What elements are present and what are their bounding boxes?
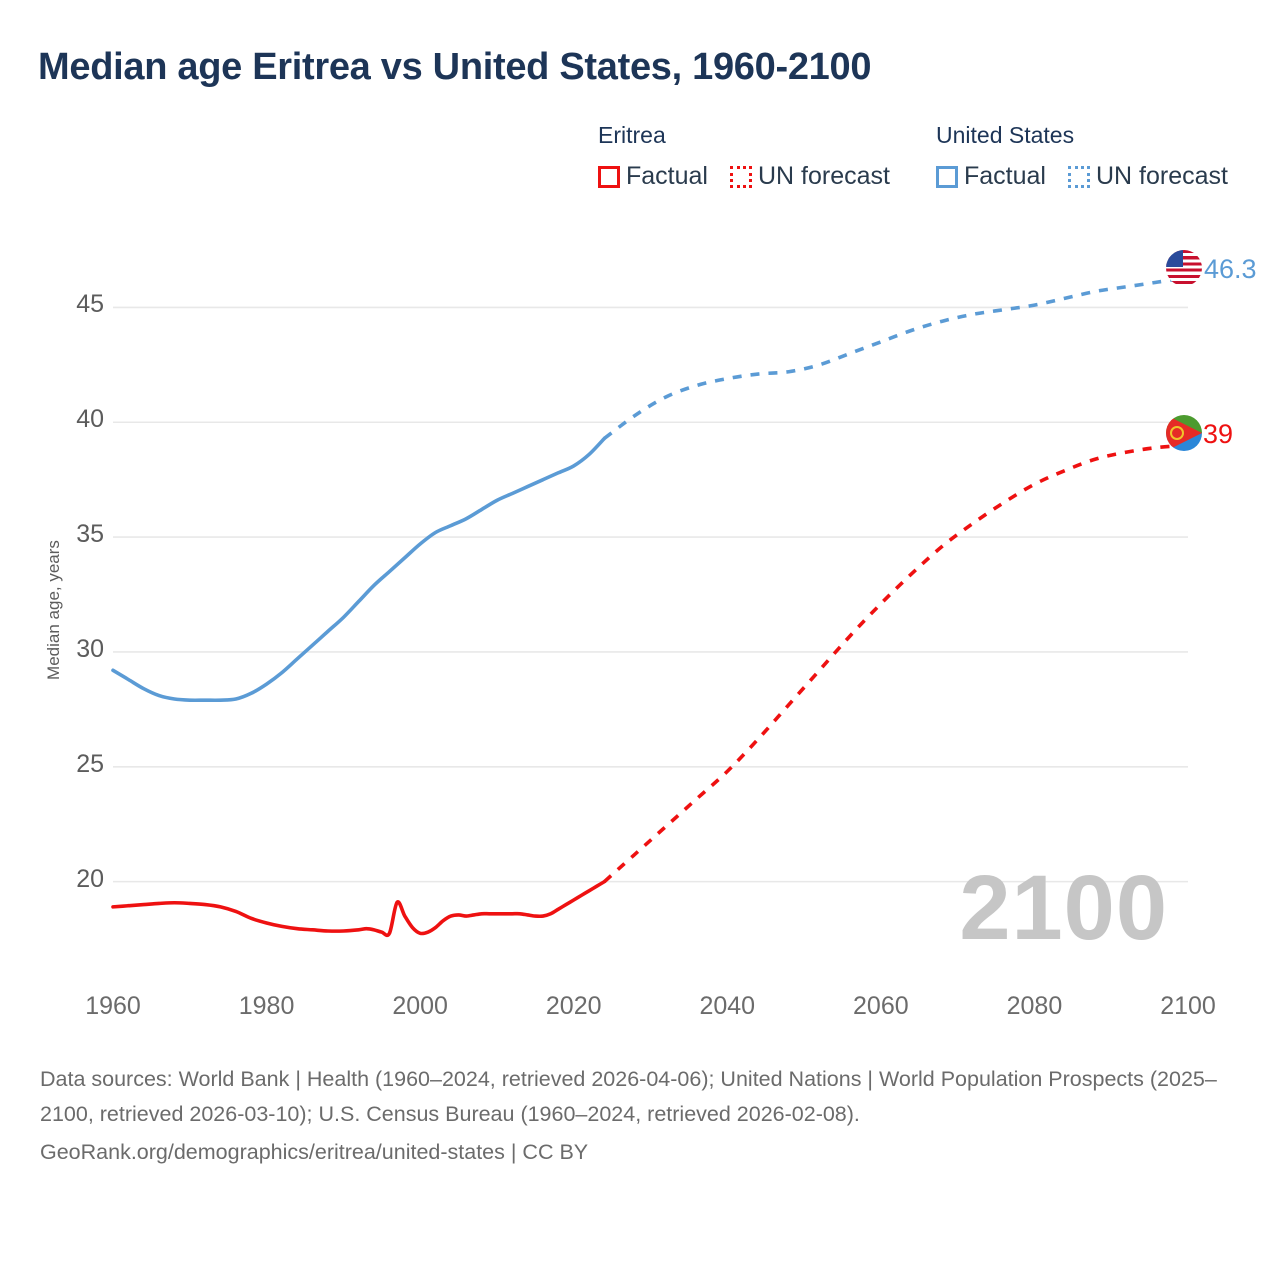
y-tick-label: 25 xyxy=(76,749,104,778)
legend-item-usa-forecast[interactable]: UN forecast xyxy=(1067,162,1228,191)
x-tick-label: 2060 xyxy=(853,992,909,1020)
legend-swatch-dotted-icon xyxy=(729,165,752,188)
legend-label-eritrea-factual: Factual xyxy=(626,162,708,190)
legend-group-united-states: United States Factual UN forecast xyxy=(936,122,1228,191)
legend-label-usa-forecast: UN forecast xyxy=(1095,162,1228,190)
end-label-united-states: 46.3 xyxy=(1204,254,1257,284)
y-tick-label: 45 xyxy=(76,290,104,319)
legend-swatch-solid-icon xyxy=(598,165,620,188)
y-tick-label: 20 xyxy=(76,864,104,893)
y-tick-label: 35 xyxy=(76,520,104,549)
legend-group-eritrea: Eritrea Factual UN forecast xyxy=(598,122,890,191)
legend-item-usa-factual[interactable]: Factual xyxy=(936,162,1046,191)
legend-item-eritrea-factual[interactable]: Factual xyxy=(598,162,708,191)
eritrea-flag-icon xyxy=(1166,415,1202,451)
plot-area: Median age, years 20 25 30 35 40 45 1960 1980 2… xyxy=(44,250,1257,1020)
footer: Data sources: World Bank | Health (1960–… xyxy=(40,1062,1230,1170)
x-tick-label: 2080 xyxy=(1006,992,1063,1020)
year-watermark: 2100 xyxy=(959,857,1168,959)
x-tick-label: 2000 xyxy=(392,992,448,1020)
end-label-eritrea: 39 xyxy=(1203,419,1234,449)
legend-country-eritrea: Eritrea xyxy=(598,122,666,148)
page-title: Median age Eritrea vs United States, 196… xyxy=(38,46,872,88)
x-tick-label: 2020 xyxy=(545,992,602,1020)
legend-swatch-solid-icon xyxy=(936,165,958,188)
x-tick-label: 1960 xyxy=(85,992,141,1020)
legend-country-united-states: United States xyxy=(936,122,1075,148)
chart-svg xyxy=(111,275,1189,938)
y-tick-label: 40 xyxy=(76,405,104,434)
x-tick-label: 2040 xyxy=(699,992,756,1020)
chart-legend: Eritrea Factual UN forecast United State… xyxy=(598,122,1258,202)
x-tick-label: 1980 xyxy=(238,992,295,1020)
legend-swatch-dotted-icon xyxy=(1067,165,1090,188)
legend-label-eritrea-forecast: UN forecast xyxy=(757,162,890,190)
legend-item-eritrea-forecast[interactable]: UN forecast xyxy=(729,162,890,191)
legend-label-usa-factual: Factual xyxy=(964,162,1046,190)
footer-link[interactable]: GeoRank.org/demographics/eritrea/united-… xyxy=(40,1140,589,1164)
us-flag-icon xyxy=(1166,250,1202,286)
footer-data-sources: Data sources: World Bank | Health (1960–… xyxy=(40,1067,1217,1126)
y-tick-label: 30 xyxy=(76,634,104,663)
x-tick-label: 2100 xyxy=(1160,992,1216,1020)
